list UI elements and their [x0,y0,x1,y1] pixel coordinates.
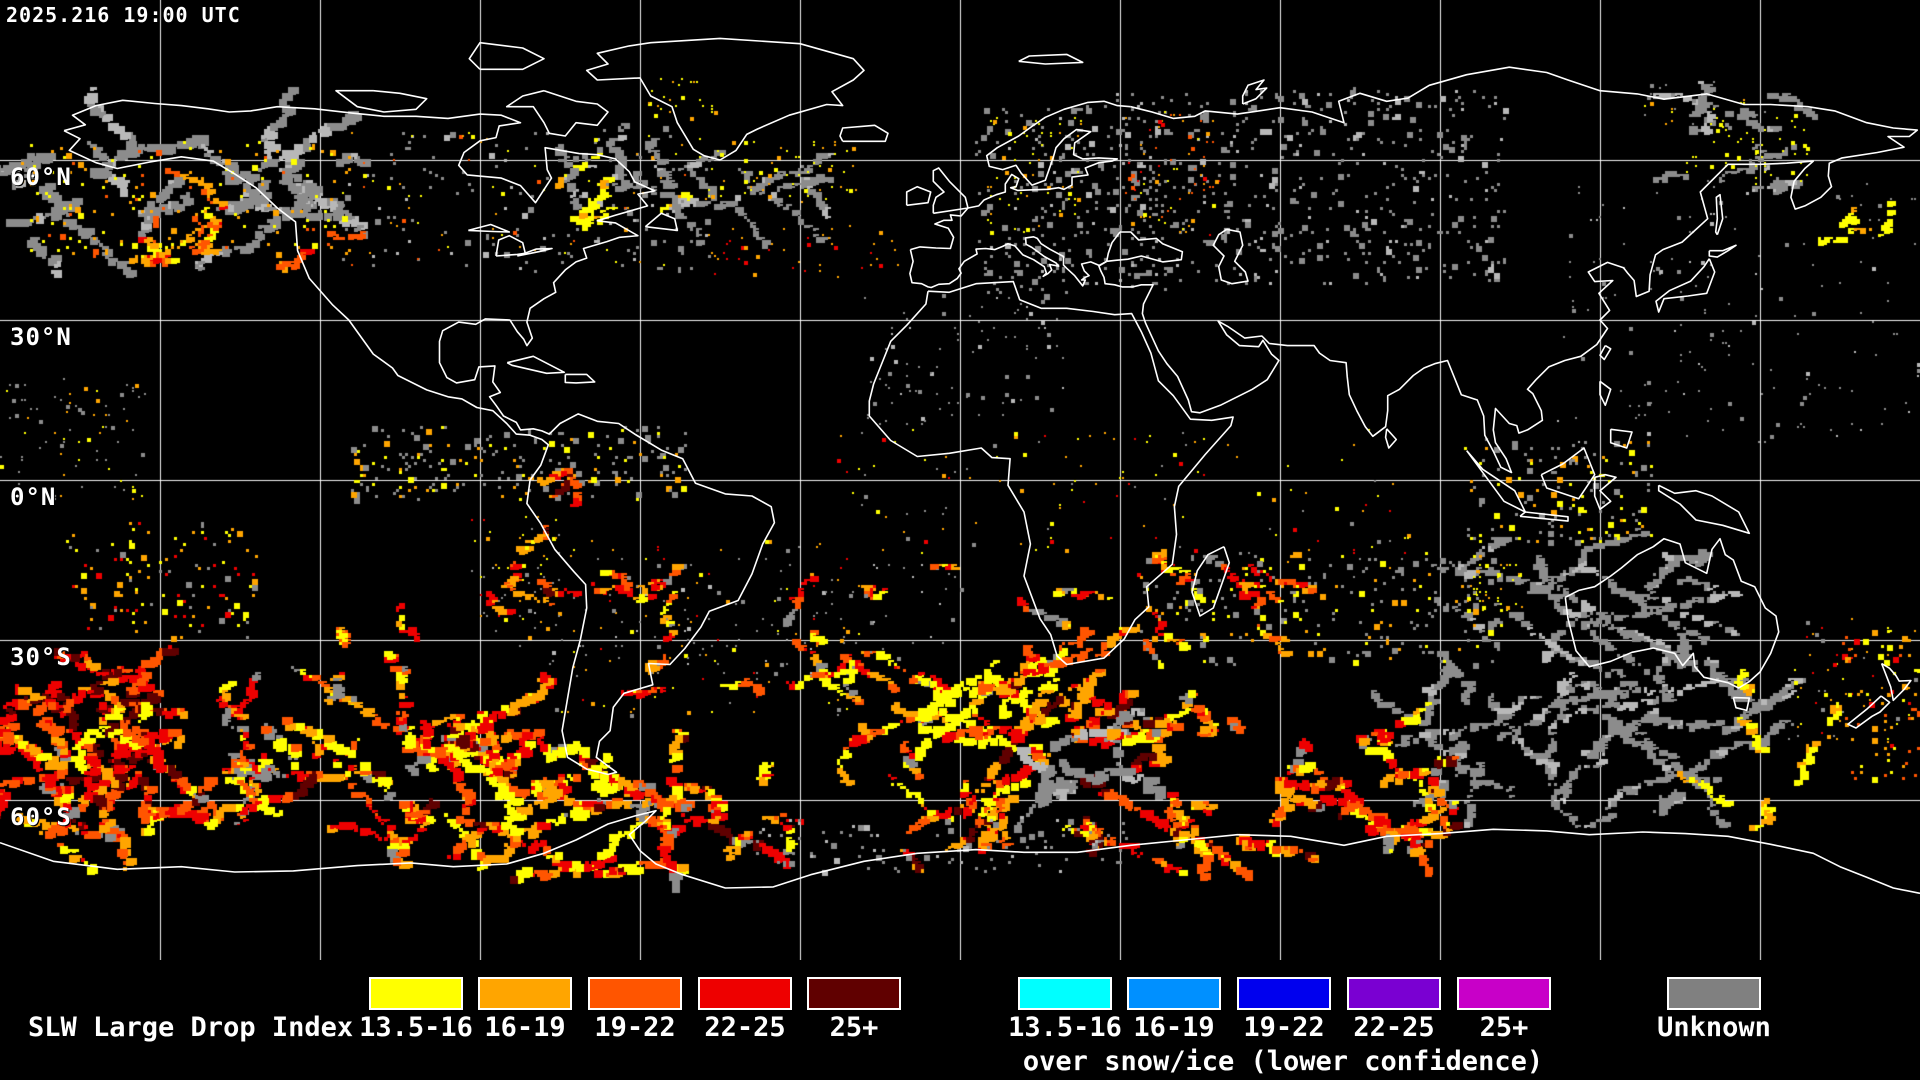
legend-swatch-unknown [1667,977,1761,1010]
legend-swatch-main-2 [478,977,572,1010]
legend-label-snow-2: 16-19 [1133,1012,1215,1043]
legend-label-main-1: 13.5-16 [359,1012,473,1043]
legend-swatch-snow-1 [1018,977,1112,1010]
legend-label-main-5: 25+ [829,1012,879,1043]
legend-swatch-snow-3 [1237,977,1331,1010]
legend-label-snow-4: 22-25 [1353,1012,1435,1043]
legend-label-snow-3: 19-22 [1243,1012,1325,1043]
lat-label-4: 60°S [10,803,72,831]
legend-label-snow-1: 13.5-16 [1008,1012,1122,1043]
legend-swatch-main-5 [807,977,901,1010]
lat-label-1: 30°N [10,323,72,351]
legend-swatch-main-1 [369,977,463,1010]
lat-label-2: 0°N [10,483,57,511]
legend-label-main-3: 19-22 [594,1012,676,1043]
legend-swatch-snow-4 [1347,977,1441,1010]
legend-label-main-4: 22-25 [704,1012,786,1043]
timestamp: 2025.216 19:00 UTC [6,3,241,27]
map-data-canvas [0,0,1920,960]
legend-label-unknown: Unknown [1657,1012,1771,1043]
legend: SLW Large Drop Index 13.5-16 16-19 19-22… [0,960,1920,1080]
lat-label-3: 30°S [10,643,72,671]
legend-label-snow-5: 25+ [1479,1012,1529,1043]
legend-swatch-main-3 [588,977,682,1010]
legend-swatch-snow-5 [1457,977,1551,1010]
lat-label-0: 60°N [10,163,72,191]
legend-swatch-snow-2 [1127,977,1221,1010]
legend-label-main-2: 16-19 [484,1012,566,1043]
legend-snow-ice-caption: over snow/ice (lower confidence) [1022,1046,1544,1077]
legend-title: SLW Large Drop Index [28,1012,354,1043]
legend-swatch-main-4 [698,977,792,1010]
